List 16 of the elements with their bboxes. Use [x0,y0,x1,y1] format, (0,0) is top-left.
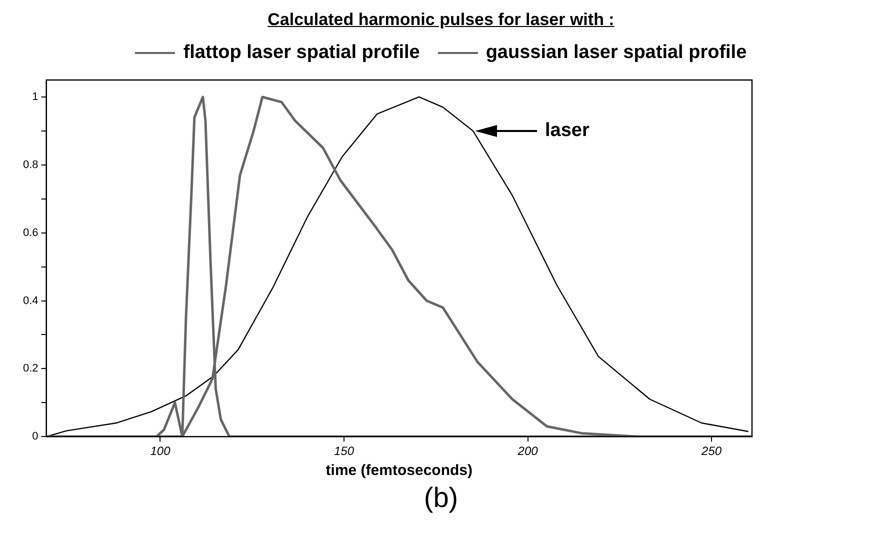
x-axis-title: time (femtoseconds) [326,462,472,480]
y-tick-label: 0.6 [22,226,38,239]
y-tick-label: 0.2 [22,362,38,375]
x-tick-label: 100 [150,444,171,458]
y-tick-label: 1 [32,91,38,104]
x-tick-label: 250 [700,444,722,458]
x-tick-label: 150 [334,444,354,458]
chart-title: Calculated harmonic pulses for laser with : [266,9,616,31]
legend-label: gaussian laser spatial profile [486,42,747,64]
y-tick-label: 0.4 [22,294,38,307]
y-tick-label: 0.8 [22,158,38,171]
annotation: laser [545,120,590,142]
legend-label: flattop laser spatial profile [183,42,420,64]
text: (b) [422,482,460,514]
y-tick-label: 0 [32,430,38,443]
x-tick-label: 200 [516,444,538,458]
